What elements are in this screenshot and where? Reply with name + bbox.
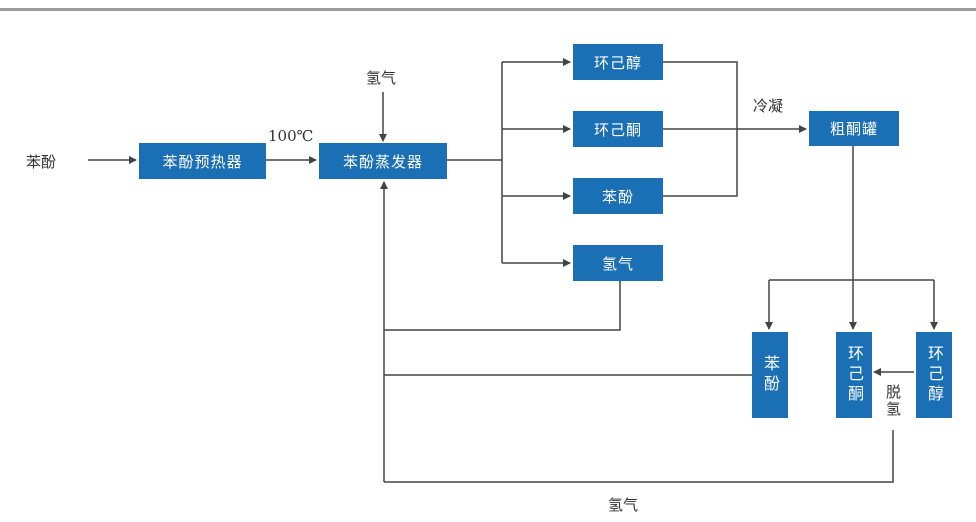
line-bottom-hydrogen-recycle — [384, 430, 894, 483]
label-temperature: 100℃ — [268, 127, 314, 145]
box-hydrogen: 氢气 — [573, 245, 663, 281]
box-cyclohexanone: 环己酮 — [573, 111, 663, 147]
column-cyclohexanone: 环己酮 — [836, 332, 872, 418]
box-cyclohexanol: 环己醇 — [573, 44, 663, 80]
box-phenol: 苯酚 — [573, 178, 663, 214]
column-cyclohexanol: 环己醇 — [916, 332, 952, 418]
label-hydrogen-top: 氢气 — [366, 69, 397, 87]
box-phenol-evaporator: 苯酚蒸发器 — [319, 143, 447, 179]
column-phenol: 苯酚 — [752, 332, 788, 418]
label-phenol-feed: 苯酚 — [26, 153, 57, 171]
label-hydrogen-bottom: 氢气 — [608, 496, 639, 514]
label-dehydrogenation: 脱氢 — [884, 384, 902, 418]
box-phenol-preheater: 苯酚预热器 — [139, 143, 266, 179]
box-crude-ketone-tank: 粗酮罐 — [809, 111, 899, 146]
label-condense: 冷凝 — [753, 97, 784, 115]
top-rule — [0, 8, 976, 11]
line-hydrogen-recycle — [384, 280, 621, 331]
